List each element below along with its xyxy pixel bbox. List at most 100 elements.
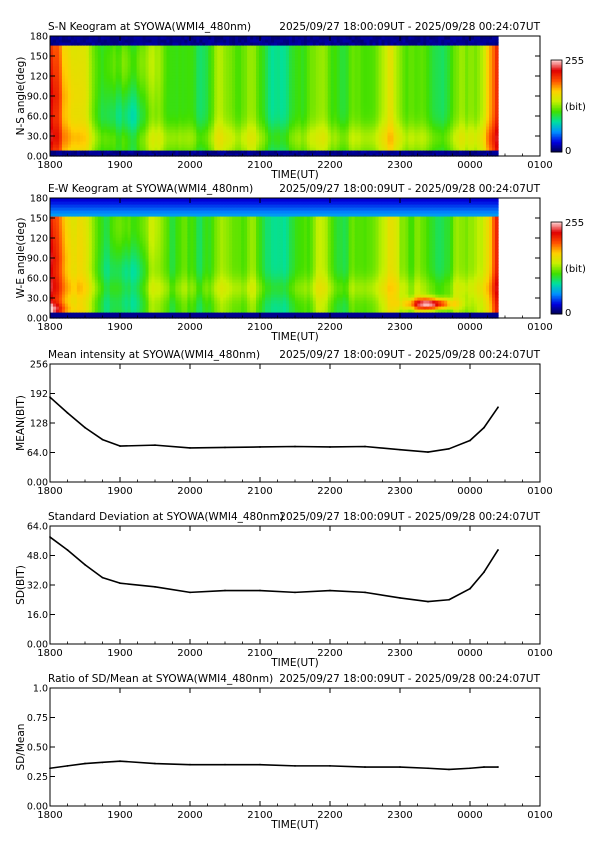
keogram-cell: [112, 144, 117, 148]
keogram-cell: [97, 99, 102, 103]
keogram-cell: [118, 99, 123, 103]
keogram-cell: [91, 63, 96, 67]
keogram-cell: [139, 96, 144, 100]
keogram-cell: [145, 120, 150, 124]
keogram-cell: [139, 42, 144, 46]
keogram-cell: [82, 42, 87, 46]
keogram-cell: [106, 102, 111, 106]
keogram-cell: [121, 108, 126, 112]
keogram-cell: [76, 42, 81, 46]
keogram-cell: [148, 48, 153, 52]
keogram-cell: [52, 66, 57, 70]
keogram-cell: [70, 87, 75, 91]
keogram-cell: [85, 72, 90, 76]
keogram-cell: [79, 120, 84, 124]
keogram-cell: [133, 132, 138, 136]
keogram-cell: [112, 114, 117, 118]
keogram-cell: [151, 150, 156, 154]
keogram-cell: [130, 75, 135, 79]
keogram-cell: [127, 108, 132, 112]
keogram-cell: [52, 126, 57, 130]
keogram-cell: [130, 90, 135, 94]
keogram-cell: [52, 72, 57, 76]
keogram-cell: [97, 84, 102, 88]
keogram-cell: [64, 60, 69, 64]
keogram-cell: [136, 45, 141, 49]
keogram-cell: [94, 39, 99, 43]
keogram-cell: [55, 45, 60, 49]
keogram-cell: [127, 72, 132, 76]
keogram-cell: [145, 99, 150, 103]
keogram-cell: [64, 72, 69, 76]
keogram-cell: [88, 39, 93, 43]
keogram-cell: [76, 72, 81, 76]
keogram-cell: [94, 90, 99, 94]
keogram-cell: [118, 138, 123, 142]
keogram-cell: [124, 90, 129, 94]
keogram-cell: [50, 144, 54, 148]
keogram-cell: [52, 42, 57, 46]
keogram-cell: [73, 63, 78, 67]
keogram-cell: [106, 72, 111, 76]
keogram-cell: [58, 141, 63, 145]
keogram-cell: [73, 57, 78, 61]
keogram-cell: [124, 87, 129, 91]
keogram-cell: [103, 132, 108, 136]
keogram-cell: [73, 132, 78, 136]
keogram-cell: [124, 141, 129, 145]
keogram-cell: [85, 123, 90, 127]
keogram-cell: [55, 57, 60, 61]
keogram-cell: [88, 138, 93, 142]
keogram-cell: [109, 42, 114, 46]
keogram-cell: [133, 45, 138, 49]
keogram-cell: [115, 138, 120, 142]
keogram-cell: [88, 93, 93, 97]
keogram-cell: [82, 141, 87, 145]
keogram-cell: [136, 99, 141, 103]
keogram-cell: [133, 144, 138, 148]
keogram-cell: [133, 57, 138, 61]
keogram-cell: [70, 48, 75, 52]
keogram-cell: [121, 39, 126, 43]
keogram-cell: [103, 108, 108, 112]
keogram-cell: [94, 93, 99, 97]
keogram-cell: [58, 108, 63, 112]
keogram-cell: [103, 111, 108, 115]
keogram-cell: [136, 126, 141, 130]
keogram-cell: [139, 87, 144, 91]
keogram-cell: [73, 45, 78, 49]
keogram-cell: [124, 57, 129, 61]
keogram-cell: [103, 105, 108, 109]
keogram-cell: [136, 135, 141, 139]
keogram-cell: [94, 108, 99, 112]
keogram-cell: [79, 75, 84, 79]
keogram-cell: [100, 117, 105, 121]
chart-time-range: 2025/09/27 18:00:09UT - 2025/09/28 00:24…: [279, 21, 540, 33]
keogram-cell: [73, 120, 78, 124]
keogram-cell: [100, 126, 105, 130]
keogram-cell: [142, 42, 147, 46]
keogram-cell: [136, 57, 141, 61]
keogram-cell: [91, 51, 96, 55]
keogram-cell: [85, 147, 90, 151]
keogram-cell: [148, 114, 153, 118]
keogram-cell: [136, 93, 141, 97]
keogram-cell: [130, 57, 135, 61]
keogram-cell: [88, 63, 93, 67]
keogram-cell: [85, 144, 90, 148]
keogram-cell: [103, 84, 108, 88]
keogram-cell: [112, 105, 117, 109]
keogram-cell: [136, 90, 141, 94]
keogram-cell: [127, 51, 132, 55]
keogram-cell: [124, 144, 129, 148]
keogram-cell: [145, 36, 150, 40]
keogram-cell: [52, 84, 57, 88]
keogram-cell: [88, 126, 93, 130]
keogram-cell: [58, 96, 63, 100]
keogram-cell: [94, 126, 99, 130]
keogram-cell: [139, 51, 144, 55]
keogram-cell: [73, 126, 78, 130]
keogram-cell: [85, 57, 90, 61]
keogram-cell: [55, 39, 60, 43]
keogram-cell: [100, 54, 105, 58]
